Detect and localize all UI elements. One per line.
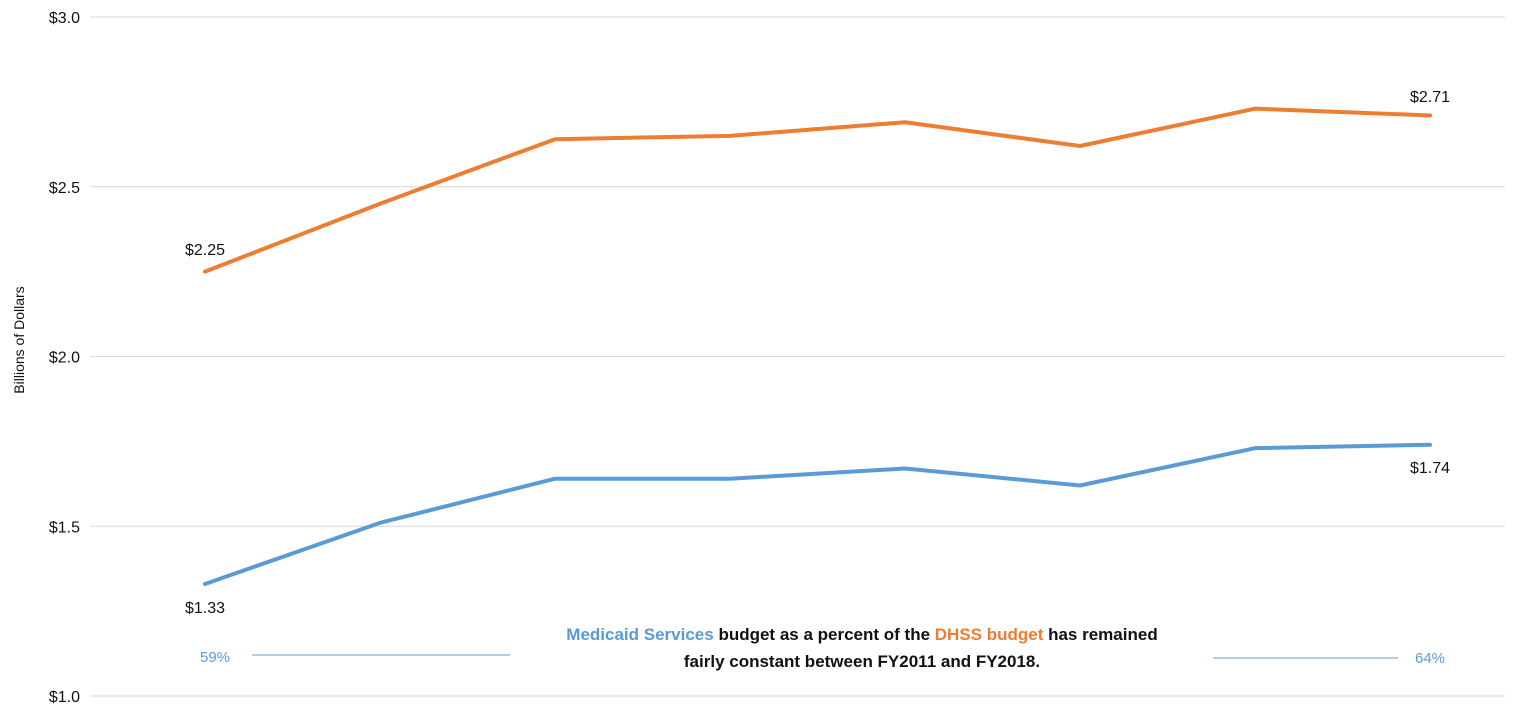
y-tick-label: $1.5 (49, 519, 80, 536)
dhss-series-line (203, 106, 1432, 274)
medicaid-start-label: $1.33 (185, 600, 225, 617)
y-tick-label: $2.5 (49, 180, 80, 197)
dhss-end-label: $2.71 (1410, 89, 1450, 106)
annotation-line-2: fairly constant between FY2011 and FY201… (684, 652, 1040, 671)
y-tick-label: $1.0 (49, 689, 80, 706)
dhss-start-label: $2.25 (185, 242, 225, 259)
annotation-medicaid-text: Medicaid Services (566, 625, 713, 644)
gridlines (90, 16, 1505, 697)
percent-end-label: 64% (1415, 650, 1445, 667)
annotation-text-part: has remained (1043, 625, 1157, 644)
y-axis-label: Billions of Dollars (11, 286, 27, 393)
medicaid-end-label: $1.74 (1410, 460, 1450, 477)
percent-start-label: 59% (200, 649, 230, 666)
medicaid-series-line (203, 442, 1432, 586)
annotation-line-1: Medicaid Services budget as a percent of… (566, 625, 1157, 644)
y-tick-label: $3.0 (49, 10, 80, 27)
annotation-text-part: budget as a percent of the (714, 625, 935, 644)
series-lines (203, 106, 1432, 586)
annotation-dhss-text: DHSS budget (935, 625, 1044, 644)
y-tick-label: $2.0 (49, 350, 80, 367)
y-axis-tick-labels: $1.0 $1.5 $2.0 $2.5 $3.0 (49, 10, 80, 706)
